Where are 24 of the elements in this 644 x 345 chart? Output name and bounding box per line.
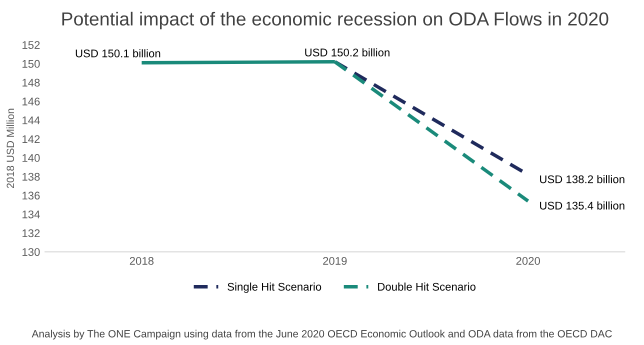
legend-label: Double Hit Scenario [378, 282, 476, 291]
chart-title: Potential impact of the economic recession on ODA Flows in 2020 [62, 12, 608, 30]
y-tick-label: 140 [22, 154, 40, 162]
y-axis-title: 2018 USD Million [6, 108, 14, 188]
annotation: USD 150.1 billion [76, 49, 160, 58]
y-tick-label: 142 [22, 135, 40, 143]
y-tick-label: 144 [22, 116, 40, 124]
y-tick-label: 130 [22, 248, 40, 256]
legend-label: Single Hit Scenario [228, 282, 322, 293]
y-tick-label: 134 [22, 210, 40, 218]
y-tick-label: 150 [22, 60, 40, 68]
x-tick-label: 2018 [130, 257, 154, 265]
annotation: USD 138.2 billion [540, 175, 624, 184]
y-tick-label: 152 [22, 41, 40, 49]
x-tick-label: 2019 [323, 257, 347, 265]
x-tick-label: 2020 [516, 257, 540, 265]
text: Analysis by The ONE Campaign using data from the June 2020 OECD Economic Outlook and ODA data from the OECD DAC [32, 330, 612, 340]
y-tick-label: 146 [22, 98, 40, 106]
y-tick-label: 148 [22, 78, 40, 87]
y-tick-label: 132 [22, 229, 40, 238]
annotation: USD 135.4 billion [540, 201, 624, 210]
annotation: USD 150.2 billion [305, 48, 390, 56]
y-tick-label: 136 [22, 192, 40, 200]
y-tick-label: 138 [22, 172, 40, 181]
